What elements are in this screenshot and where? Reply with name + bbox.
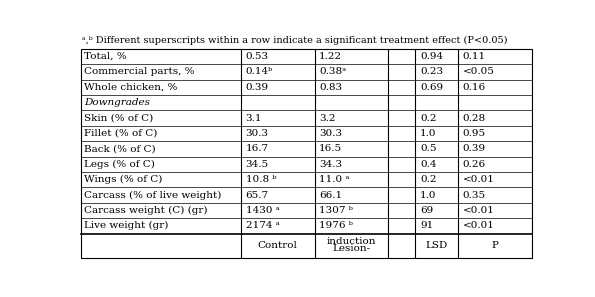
Text: 0.14ᵇ: 0.14ᵇ bbox=[246, 67, 273, 76]
Text: P: P bbox=[491, 241, 498, 250]
Text: Carcass (% of live weight): Carcass (% of live weight) bbox=[84, 190, 221, 200]
Text: <0.01: <0.01 bbox=[463, 206, 494, 215]
Text: 1430 ᵃ: 1430 ᵃ bbox=[246, 206, 280, 215]
Text: Skin (% of C): Skin (% of C) bbox=[84, 113, 153, 123]
Text: <0.01: <0.01 bbox=[463, 221, 494, 230]
Text: 0.28: 0.28 bbox=[463, 113, 486, 123]
Text: 0.69: 0.69 bbox=[420, 83, 443, 92]
Text: Lesion-: Lesion- bbox=[333, 244, 371, 253]
Text: 1.22: 1.22 bbox=[320, 52, 342, 61]
Text: ᵃ,ᵇ Different superscripts within a row indicate a significant treatment effect : ᵃ,ᵇ Different superscripts within a row … bbox=[82, 36, 508, 45]
Text: 34.5: 34.5 bbox=[246, 160, 269, 169]
Text: Fillet (% of C): Fillet (% of C) bbox=[84, 129, 157, 138]
Text: 0.26: 0.26 bbox=[463, 160, 486, 169]
Text: Downgrades: Downgrades bbox=[84, 98, 150, 107]
Text: 3.2: 3.2 bbox=[320, 113, 336, 123]
Text: 0.53: 0.53 bbox=[246, 52, 269, 61]
Text: 66.1: 66.1 bbox=[320, 191, 342, 200]
Text: 34.3: 34.3 bbox=[320, 160, 342, 169]
Text: 0.16: 0.16 bbox=[463, 83, 486, 92]
Text: 2174 ᵃ: 2174 ᵃ bbox=[246, 221, 280, 230]
Text: 0.38ᵃ: 0.38ᵃ bbox=[320, 67, 346, 76]
Text: 0.95: 0.95 bbox=[463, 129, 486, 138]
Text: 0.94: 0.94 bbox=[420, 52, 443, 61]
Text: 1307 ᵇ: 1307 ᵇ bbox=[320, 206, 353, 215]
Text: 0.2: 0.2 bbox=[420, 113, 437, 123]
Text: 1976 ᵇ: 1976 ᵇ bbox=[320, 221, 353, 230]
Text: 0.2: 0.2 bbox=[420, 175, 437, 184]
Text: 11.0 ᵃ: 11.0 ᵃ bbox=[320, 175, 350, 184]
Text: 0.4: 0.4 bbox=[420, 160, 437, 169]
Text: 1.0: 1.0 bbox=[420, 191, 437, 200]
Text: 91: 91 bbox=[420, 221, 433, 230]
Text: Wings (% of C): Wings (% of C) bbox=[84, 175, 162, 184]
Text: 3.1: 3.1 bbox=[246, 113, 262, 123]
Text: 0.83: 0.83 bbox=[320, 83, 342, 92]
Text: LSD: LSD bbox=[425, 241, 448, 250]
Text: Commercial parts, %: Commercial parts, % bbox=[84, 67, 194, 76]
Text: 0.23: 0.23 bbox=[420, 67, 443, 76]
Text: Legs (% of C): Legs (% of C) bbox=[84, 160, 155, 169]
Text: Carcass weight (C) (gr): Carcass weight (C) (gr) bbox=[84, 206, 207, 215]
Text: 0.35: 0.35 bbox=[463, 191, 486, 200]
Text: Total, %: Total, % bbox=[84, 52, 126, 61]
Text: 0.11: 0.11 bbox=[463, 52, 486, 61]
Text: 16.7: 16.7 bbox=[246, 144, 269, 153]
Text: <0.01: <0.01 bbox=[463, 175, 494, 184]
Text: 69: 69 bbox=[420, 206, 433, 215]
Text: 0.39: 0.39 bbox=[246, 83, 269, 92]
Text: 0.5: 0.5 bbox=[420, 144, 437, 153]
Text: 1.0: 1.0 bbox=[420, 129, 437, 138]
Text: Back (% of C): Back (% of C) bbox=[84, 144, 155, 153]
Text: 65.7: 65.7 bbox=[246, 191, 269, 200]
Text: 16.5: 16.5 bbox=[320, 144, 342, 153]
Text: 30.3: 30.3 bbox=[246, 129, 269, 138]
Text: Live weight (gr): Live weight (gr) bbox=[84, 221, 168, 230]
Text: Whole chicken, %: Whole chicken, % bbox=[84, 83, 177, 92]
Text: 30.3: 30.3 bbox=[320, 129, 342, 138]
Text: 0.39: 0.39 bbox=[463, 144, 486, 153]
Text: <0.05: <0.05 bbox=[463, 67, 494, 76]
Text: 10.8 ᵇ: 10.8 ᵇ bbox=[246, 175, 276, 184]
Text: induction: induction bbox=[327, 237, 376, 246]
Text: Control: Control bbox=[258, 241, 298, 250]
